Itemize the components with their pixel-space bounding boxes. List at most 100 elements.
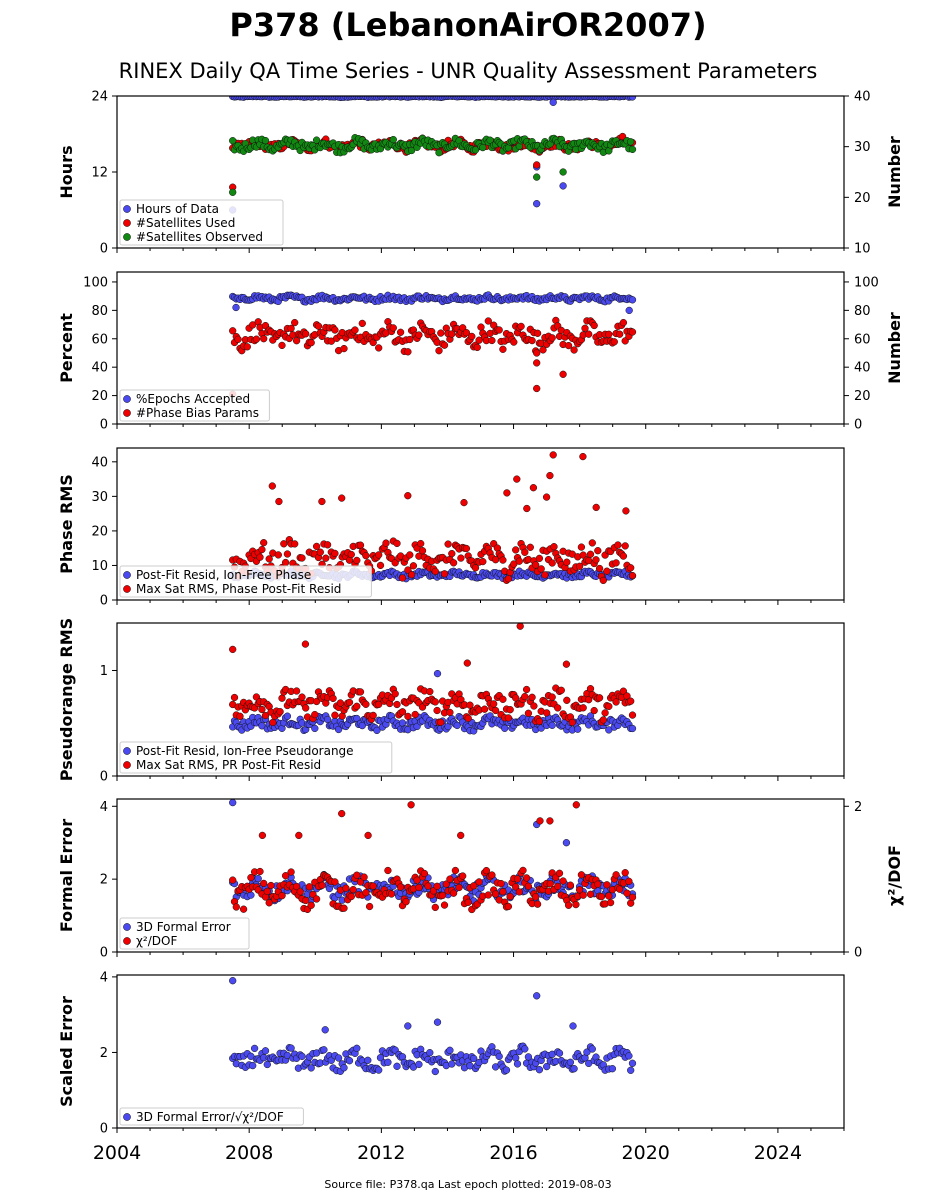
- data-point: [464, 898, 472, 906]
- panel-6: 0 2 4 Scaled Error 3D Formal Error/√χ²/DOF: [57, 970, 845, 1137]
- y-right-tick-label: 40: [854, 90, 871, 105]
- data-point: [369, 711, 377, 720]
- data-point: [579, 891, 587, 899]
- legend-marker: [123, 395, 131, 403]
- data-point: [254, 874, 262, 883]
- data-point: [334, 1054, 343, 1062]
- data-point: [499, 695, 507, 703]
- data-point: [311, 710, 319, 719]
- data-point: [384, 1058, 392, 1066]
- data-point: [340, 344, 348, 353]
- data-point: [229, 327, 237, 335]
- data-point: [499, 345, 507, 353]
- y-right-tick-label: 100: [854, 275, 879, 290]
- data-point: [342, 884, 350, 892]
- legend-label: 3D Formal Error: [136, 920, 231, 934]
- y-tick-label: 100: [83, 275, 108, 290]
- data-point: [349, 885, 357, 894]
- data-point: [261, 136, 270, 145]
- data-point: [451, 866, 460, 875]
- chart-title: P378 (LebanonAirOR2007): [229, 6, 706, 44]
- data-point: [577, 543, 586, 551]
- data-point: [464, 714, 472, 722]
- data-point: [479, 143, 487, 152]
- data-point: [506, 706, 514, 714]
- data-point: [433, 882, 441, 890]
- data-point: [548, 721, 556, 729]
- data-point: [433, 669, 442, 678]
- legend-box: [119, 741, 393, 774]
- data-point: [239, 905, 248, 913]
- data-point: [532, 893, 540, 901]
- data-point: [291, 540, 299, 548]
- data-point: [535, 1066, 544, 1074]
- data-point: [549, 451, 557, 459]
- x-tick-label: 2008: [225, 1142, 273, 1164]
- data-point: [281, 558, 290, 567]
- data-point: [391, 690, 399, 698]
- y-axis-label: Phase RMS: [57, 474, 76, 574]
- data-point: [318, 881, 326, 889]
- data-point: [358, 319, 366, 328]
- data-point: [307, 339, 315, 347]
- data-point: [608, 1065, 617, 1073]
- data-point: [396, 328, 405, 336]
- data-point: [599, 716, 607, 724]
- data-point: [260, 335, 268, 343]
- data-point: [292, 337, 301, 345]
- data-point: [276, 708, 284, 716]
- legend-box: [119, 199, 284, 246]
- data-point: [298, 554, 306, 562]
- data-point: [491, 890, 500, 898]
- data-point: [562, 660, 571, 668]
- data-point: [569, 1022, 577, 1030]
- data-point: [466, 701, 474, 709]
- data-point: [519, 866, 527, 875]
- y-axis-label: Hours: [57, 145, 76, 198]
- data-point: [570, 1065, 578, 1073]
- data-point: [484, 317, 492, 325]
- y-tick-label: 10: [91, 559, 108, 574]
- legend-marker: [123, 923, 131, 931]
- data-point: [287, 868, 295, 876]
- panel-2-markers: [229, 291, 637, 398]
- data-point: [307, 1064, 315, 1072]
- data-point: [480, 705, 489, 713]
- data-point: [572, 900, 580, 909]
- data-point: [384, 866, 392, 875]
- data-point: [625, 1052, 633, 1060]
- data-point: [504, 714, 513, 722]
- data-point: [455, 883, 463, 892]
- data-point: [278, 694, 286, 702]
- legend-marker: [123, 937, 131, 945]
- data-point: [523, 504, 531, 513]
- y-right-tick-label: 20: [854, 389, 871, 404]
- data-point: [628, 296, 637, 304]
- data-point: [529, 484, 538, 492]
- data-point: [415, 883, 423, 892]
- data-point: [406, 335, 414, 344]
- y-tick-label: 0: [100, 418, 108, 433]
- data-point: [338, 494, 346, 502]
- data-point: [278, 341, 286, 350]
- y-tick-label: 60: [91, 332, 108, 347]
- data-point: [448, 330, 456, 338]
- data-point: [563, 558, 571, 566]
- data-point: [302, 330, 310, 338]
- y-tick-label: 12: [91, 166, 108, 181]
- y-tick-label: 4: [100, 970, 108, 985]
- data-point: [543, 709, 551, 717]
- data-point: [502, 1066, 511, 1074]
- data-point: [236, 712, 244, 720]
- legend-marker: [123, 761, 131, 769]
- data-point: [353, 871, 361, 879]
- data-point: [585, 330, 593, 338]
- data-point: [627, 138, 635, 146]
- data-point: [486, 136, 494, 144]
- data-point: [296, 888, 304, 896]
- data-point: [574, 725, 582, 733]
- data-point: [526, 543, 534, 551]
- y-tick-label: 1: [100, 664, 108, 679]
